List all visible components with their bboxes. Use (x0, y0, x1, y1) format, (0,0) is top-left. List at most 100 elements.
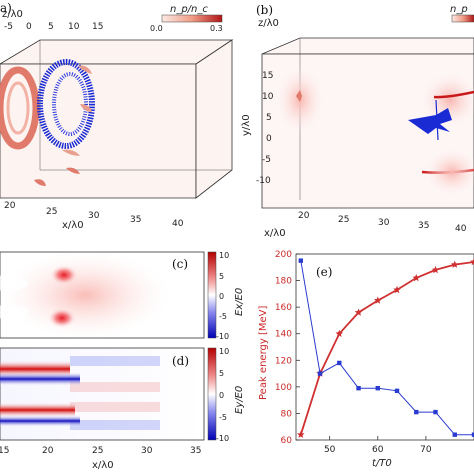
panel-a-lobe (34, 179, 46, 186)
panel-d-x-tick: 30 (141, 446, 153, 456)
data-point-star (412, 273, 421, 282)
data-point-square (471, 432, 474, 437)
panel-a-colorbar-tick: 0.0 (150, 24, 163, 33)
panel-a-x-tick: 35 (130, 215, 141, 225)
panel-b-x-tick: 30 (378, 218, 390, 228)
panel-a-colorbar-label: n_p/n_c (170, 4, 208, 15)
panel-d-colorbar (207, 347, 217, 441)
panel-b-electron-jet (435, 99, 439, 141)
x-tick-label: 60 (372, 445, 384, 455)
panel-c: (c) 10 5 0 -5 -10 Ex/E0 (0, 251, 245, 341)
data-point-square (356, 385, 361, 391)
panel-a-x-tick: 20 (4, 201, 16, 211)
panel-b-y-tick: 10 (262, 92, 274, 102)
y-tick-label: 160 (275, 303, 292, 313)
panel-a: -5 0 5 10 15 z/λ0 a) n_p/n_c 0.0 0.3 20 … (0, 1, 234, 231)
panel-b-plasma-cloud (420, 72, 474, 128)
panel-a-lobe (80, 104, 92, 112)
panel-c-label: (c) (172, 257, 188, 271)
panel-d: (d) 10 5 0 -5 -10 Ey/E0 15 20 25 30 35 x… (0, 347, 245, 471)
panel-e-x-axis-label: t/T0 (372, 458, 392, 469)
panel-b-spike (296, 90, 302, 102)
panel-a-box-top (0, 39, 234, 65)
panel-c-colorbar-label: Ex/E0 (234, 288, 245, 316)
y-tick-label: 140 (275, 330, 292, 340)
panel-d-colorbar-tick: 0 (219, 391, 224, 400)
data-point-square (433, 409, 438, 415)
panel-a-z-tick: 5 (48, 22, 54, 32)
panel-b-label: (b) (256, 3, 273, 17)
panel-d-field-band (0, 402, 75, 418)
panel-d-colorbar-label: Ey/E0 (234, 386, 245, 414)
y-tick-label: 120 (275, 356, 292, 366)
panel-a-z-tick: 0 (26, 22, 32, 32)
panel-e-x-ticks: 50 60 70 (324, 436, 432, 455)
panel-e-series (297, 258, 474, 438)
data-point-star (374, 296, 382, 304)
panel-a-electron-bunch (37, 59, 95, 149)
panel-a-lobe (66, 167, 80, 174)
panel-d-field-band (0, 372, 80, 386)
x-tick-label: 70 (420, 445, 432, 455)
panel-c-field-peak (50, 265, 78, 285)
panel-a-lobe (78, 65, 92, 74)
y-tick-label: 80 (281, 409, 293, 419)
panel-c-channel (0, 275, 28, 291)
panel-d-x-axis-label: x/λ0 (92, 460, 114, 471)
data-point-star (297, 430, 305, 438)
panel-c-colorbar-tick: 0 (219, 292, 224, 301)
panel-b-y-tick: -10 (256, 176, 271, 186)
panel-d-colorbar-tick: 5 (219, 369, 224, 378)
data-point-square (394, 388, 400, 394)
panel-b-y-tick: -5 (262, 155, 271, 165)
panel-d-colorbar-tick: 10 (219, 347, 229, 356)
panel-b-y-tick: 5 (266, 113, 272, 123)
panel-b-colorbar-label: n_p (450, 4, 468, 15)
panel-b-colorbar (451, 14, 474, 23)
panel-d-x-tick: 35 (190, 446, 201, 456)
panel-a-colorbar (161, 14, 223, 23)
panel-c-channel (0, 305, 28, 319)
panel-a-label: a) (0, 1, 12, 15)
y-tick-label: 180 (275, 277, 292, 287)
panel-e-y-ticks: 60 80 100 120 140 160 180 200 (275, 250, 300, 446)
x-tick-label: 50 (324, 445, 336, 455)
panel-c-field-peak (48, 308, 76, 328)
panel-e-chart: (e) Peak energy [MeV] t/T0 60 80 100 120 140… (258, 250, 474, 469)
panel-c-colorbar (207, 251, 217, 339)
panel-a-box-side (195, 39, 233, 199)
panel-d-colorbar-tick: -10 (216, 434, 229, 443)
panel-c-colorbar-tick: 10 (219, 251, 229, 260)
panel-b-electron-jet (408, 108, 452, 134)
data-point-star (451, 260, 459, 268)
panel-b-x-axis-label: x/λ0 (264, 228, 286, 239)
data-point-square (414, 409, 419, 415)
panel-d-x-tick: 25 (92, 446, 103, 456)
panel-b-x-tick: 25 (338, 215, 349, 225)
y-tick-label: 100 (275, 383, 292, 393)
panel-b-z-axis-label: z/λ0 (258, 18, 279, 29)
panel-c-colorbar-tick: -10 (216, 332, 229, 341)
panel-a-plasma-ring (0, 66, 40, 150)
data-point-star (393, 285, 401, 294)
panel-a-x-axis-label: x/λ0 (62, 220, 84, 231)
panel-d-field-band (0, 415, 80, 427)
panel-b-y-axis-label: y/λ0 (241, 114, 252, 136)
data-point-star (335, 329, 344, 337)
data-point-square (375, 385, 380, 391)
panel-a-electron-bunch-inner (52, 72, 88, 136)
panel-a-x-tick: 30 (88, 211, 100, 221)
panel-a-z-tick: -5 (4, 22, 13, 32)
data-point-square (337, 360, 342, 366)
panel-d-x-tick: 15 (0, 446, 9, 456)
panel-a-x-tick: 40 (172, 219, 184, 229)
data-point-square (452, 432, 457, 437)
panel-b-x-tick: 20 (298, 211, 310, 221)
panel-d-x-tick: 20 (42, 446, 54, 456)
panel-b: (b) z/λ0 n_p y/λ0 15 10 5 0 -5 -10 20 25… (241, 3, 474, 239)
y-tick-label: 200 (275, 250, 292, 260)
y-tick-label: 60 (281, 436, 293, 446)
series-line (300, 260, 474, 436)
panel-b-plasma-filament (433, 90, 474, 99)
